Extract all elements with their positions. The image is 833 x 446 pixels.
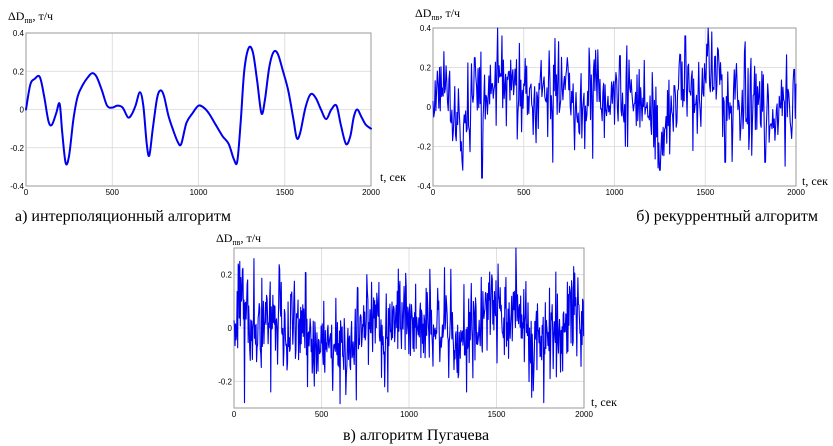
x-tick-label: 1500	[488, 410, 506, 419]
chart-caption: а) интерполяционный алгоритм	[15, 208, 231, 225]
y-axis-label-subscript: пв	[431, 13, 439, 22]
x-tick-label: 0	[431, 188, 436, 197]
y-tick-label: 0	[228, 324, 233, 333]
chart-caption: б) рекуррентный алгоритм	[636, 208, 818, 225]
y-axis-label-unit: , т/ч	[32, 9, 53, 23]
y-tick-label: -0.2	[417, 143, 431, 152]
y-axis-label: ΔDпв, т/ч	[415, 6, 460, 22]
series-line-3-1	[233, 247, 585, 405]
y-tick-label: -0.4	[10, 182, 24, 191]
y-axis-label: ΔDпв, т/ч	[8, 9, 53, 25]
x-tick-label: 0	[232, 410, 237, 419]
y-axis-label-unit: , т/ч	[439, 6, 460, 20]
x-tick-label: 2000	[575, 410, 593, 419]
y-axis-label-subscript: пв	[232, 238, 240, 247]
y-tick-label: 0	[20, 106, 25, 115]
x-tick-label: 0	[24, 188, 29, 197]
y-axis-label-unit: , т/ч	[240, 231, 261, 245]
x-tick-label: 500	[315, 410, 329, 419]
x-tick-label: 2000	[362, 188, 380, 197]
y-tick-label: 0.2	[420, 64, 432, 73]
y-tick-label: -0.2	[10, 144, 24, 153]
x-tick-label: 500	[517, 188, 531, 197]
y-tick-label: -0.2	[218, 377, 232, 386]
y-tick-label: 0.2	[221, 271, 233, 280]
y-tick-label: 0.4	[13, 29, 25, 38]
y-axis-label-subscript: пв	[24, 16, 32, 25]
y-tick-label: 0	[427, 103, 432, 112]
x-tick-label: 1500	[276, 188, 294, 197]
y-axis-label-main: ΔD	[415, 6, 432, 20]
x-axis-label: t, сек	[802, 174, 828, 188]
y-tick-label: 0.2	[13, 67, 25, 76]
series-line-1-1	[25, 45, 372, 166]
x-tick-label: 2000	[787, 188, 805, 197]
x-tick-label: 500	[106, 188, 120, 197]
y-axis-label: ΔDпв, т/ч	[216, 231, 261, 247]
x-tick-label: 1500	[696, 188, 714, 197]
x-axis-label: t, сек	[380, 170, 406, 184]
y-axis-label-main: ΔD	[216, 231, 233, 245]
x-tick-label: 1000	[400, 410, 418, 419]
y-axis-label-main: ΔD	[8, 9, 25, 23]
y-tick-label: -0.4	[417, 182, 431, 191]
y-tick-label: 0.4	[420, 24, 432, 33]
chart-3: 0.2 0 -0.2 0 500 1000 1500 2000 ΔDпв, т/ч t, сек в…	[216, 231, 617, 444]
x-axis-label: t, сек	[591, 395, 617, 409]
series-line-2-1	[432, 27, 797, 179]
x-tick-label: 1000	[190, 188, 208, 197]
chart-caption: в) алгоритм Пугачева	[343, 427, 489, 444]
x-tick-label: 1000	[606, 188, 624, 197]
